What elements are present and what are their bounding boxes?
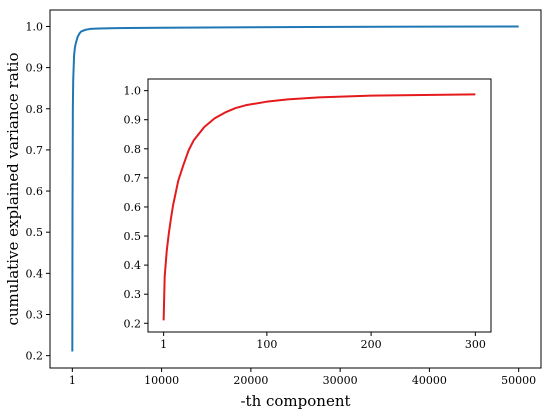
main-x-tick-label: 40000: [412, 374, 447, 387]
main-x-tick-label: 20000: [233, 374, 268, 387]
main-x-tick-label: 30000: [323, 374, 358, 387]
inset-y-tick-label: 0.6: [124, 201, 142, 214]
inset-x-tick-label: 300: [465, 338, 486, 351]
inset-chart: 1 100 200 300 0.2 0.3 0.4 0.5 0.6 0.7 0.8 0.9 1.0: [124, 78, 492, 351]
main-y-axis-label: cumulative explained variance ratio: [4, 52, 22, 325]
inset-series-line: [162, 93, 476, 321]
inset-y-tick-label: 0.4: [124, 259, 142, 272]
inset-y-tick-label: 0.7: [124, 172, 142, 185]
main-x-tick-label: 10000: [144, 374, 179, 387]
main-y-tick-label: 0.6: [26, 185, 44, 198]
inset-y-tick-label: 0.2: [124, 317, 142, 330]
main-x-tick-label: 50000: [501, 374, 536, 387]
main-x-axis-label: -th component: [240, 392, 350, 410]
main-x-tick-label: 1: [69, 374, 76, 387]
inset-y-tick-label: 0.3: [124, 288, 142, 301]
main-y-tick-label: 1.0: [26, 20, 44, 33]
inset-x-tick-label: 100: [256, 338, 277, 351]
main-y-tick-label: 0.3: [26, 309, 44, 322]
inset-y-tick-label: 1.0: [124, 85, 142, 98]
main-y-tick-label: 0.2: [26, 350, 44, 363]
main-y-tick-label: 0.7: [26, 144, 44, 157]
main-y-tick-label: 0.8: [26, 103, 44, 116]
inset-y-tick-label: 0.5: [124, 230, 142, 243]
inset-x-tick-label: 1: [160, 338, 167, 351]
main-series-line: [71, 25, 519, 352]
main-y-tick-label: 0.4: [26, 267, 44, 280]
inset-y-tick-label: 0.9: [124, 114, 142, 127]
main-y-tick-label: 0.5: [26, 226, 44, 239]
inset-y-tick-label: 0.8: [124, 143, 142, 156]
inset-x-tick-label: 200: [361, 338, 382, 351]
main-y-tick-label: 0.9: [26, 62, 44, 75]
inset-plot-frame: [147, 78, 492, 333]
